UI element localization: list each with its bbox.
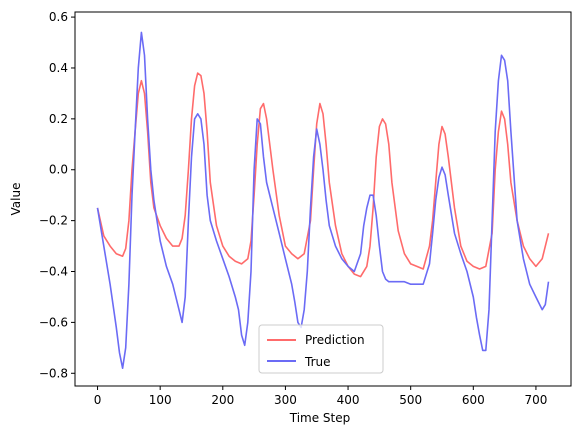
series-line-true xyxy=(96,31,550,370)
y-tick-label: −0.8 xyxy=(39,366,68,380)
y-tick-label: 0.0 xyxy=(49,163,68,177)
x-tick-label: 0 xyxy=(94,393,102,407)
x-tick-label: 500 xyxy=(399,393,422,407)
legend: Prediction True xyxy=(258,324,384,374)
x-tick-label: 100 xyxy=(149,393,172,407)
y-tick-label: −0.4 xyxy=(39,265,68,279)
series-line-prediction xyxy=(96,72,550,278)
x-axis-label: Time Step xyxy=(289,411,351,425)
y-tick-label: −0.6 xyxy=(39,315,68,329)
x-tick-label: 300 xyxy=(274,393,297,407)
y-axis-ticks: −0.8 −0.6 −0.4 −0.2 0.0 0.2 0.4 0.6 xyxy=(39,10,75,380)
y-tick-label: 0.4 xyxy=(49,61,68,75)
x-tick-label: 600 xyxy=(462,393,485,407)
x-tick-label: 400 xyxy=(337,393,360,407)
y-tick-label: 0.6 xyxy=(49,10,68,24)
legend-label-true: True xyxy=(304,355,331,369)
x-tick-label: 200 xyxy=(211,393,234,407)
x-tick-label: 700 xyxy=(524,393,547,407)
series-layer xyxy=(96,31,550,370)
y-axis-label: Value xyxy=(9,183,23,216)
y-tick-label: 0.2 xyxy=(49,112,68,126)
legend-label-prediction: Prediction xyxy=(305,333,365,347)
x-axis-ticks: 0 100 200 300 400 500 600 700 xyxy=(94,386,547,407)
y-tick-label: −0.2 xyxy=(39,214,68,228)
